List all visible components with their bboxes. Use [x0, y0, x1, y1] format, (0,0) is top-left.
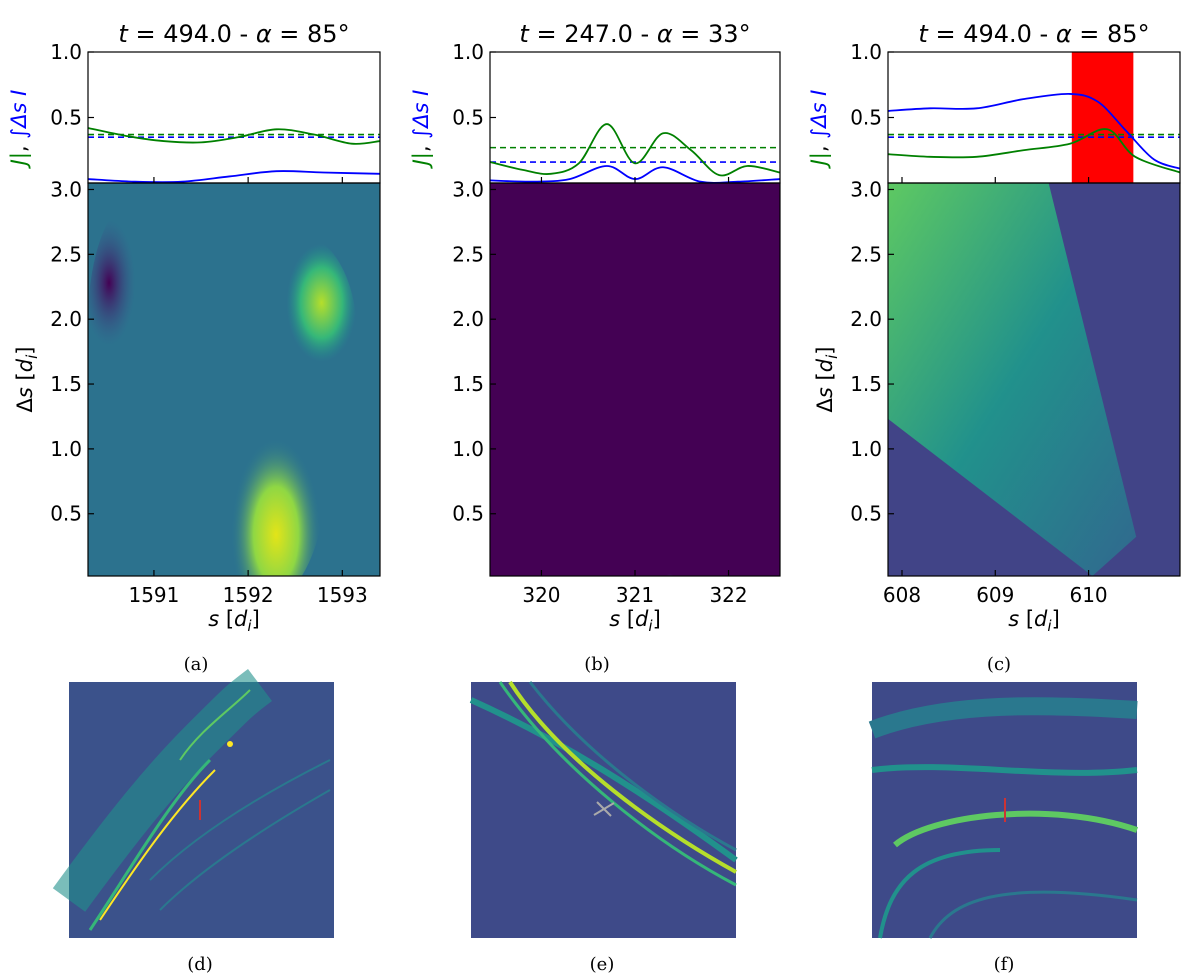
ytick-label: 3.0 — [50, 177, 82, 201]
caption-d: (d) — [187, 954, 213, 975]
ytick-label: 2.0 — [50, 307, 82, 331]
green-curve — [489, 123, 781, 177]
xtick-label: 608 — [883, 583, 921, 607]
heatmap-frame — [887, 182, 1181, 577]
heatmap-a — [88, 183, 380, 576]
panel-b: 0.5 1.0 0.5 1.0 1.5 2.0 2.5 3.0 320 321 322 t = 247… — [409, 20, 781, 635]
x-axis-label: s [di] — [208, 607, 260, 635]
caption-b: (b) — [584, 654, 610, 675]
ytick-label: 1.0 — [850, 437, 882, 461]
top-ytick-label: 0.5 — [50, 106, 82, 130]
ytick-label: 0.5 — [850, 502, 882, 526]
xtick-label: 1593 — [317, 583, 368, 607]
top-ytick-label: 0.5 — [850, 106, 882, 130]
ytick-label: 2.5 — [850, 242, 882, 266]
top-y-axis-label: J|, ∫Δs I — [807, 90, 832, 170]
ytick-label: 3.0 — [452, 177, 484, 201]
panel-title: t = 494.0 - α = 85° — [118, 20, 349, 48]
caption-e: (e) — [590, 954, 615, 975]
ytick-label: 1.5 — [50, 372, 82, 396]
y-axis-label: Δs [di] — [13, 347, 41, 413]
top-y-axis-label: J|, ∫Δs I — [7, 90, 32, 170]
green-curve — [887, 128, 1181, 174]
ytick-label: 2.0 — [850, 307, 882, 331]
xtick-label: 609 — [976, 583, 1014, 607]
caption-a: (a) — [184, 654, 209, 675]
top-ytick-label: 0.5 — [452, 106, 484, 130]
top-ytick-label: 1.0 — [452, 40, 484, 64]
ytick-label: 2.0 — [452, 307, 484, 331]
ytick-label: 1.0 — [452, 437, 484, 461]
ytick-label: 1.0 — [50, 437, 82, 461]
x-axis-label: s [di] — [609, 607, 661, 635]
panel-title: t = 494.0 - α = 85° — [918, 20, 1149, 48]
panel-c: 0.5 1.0 0.5 1.0 1.5 2.0 2.5 3.0 608 609 610 t = 494… — [807, 20, 1181, 635]
ytick-label: 2.5 — [50, 242, 82, 266]
xtick-label: 610 — [1069, 583, 1107, 607]
ytick-label: 1.5 — [850, 372, 882, 396]
blue-curve — [887, 93, 1181, 170]
ytick-label: 1.5 — [452, 372, 484, 396]
image-panel-f — [868, 682, 1138, 939]
x-axis-label: s [di] — [1008, 607, 1060, 635]
ytick-label: 3.0 — [850, 177, 882, 201]
xtick-label: 320 — [522, 583, 560, 607]
y-axis-label: Δs [di] — [813, 347, 841, 413]
caption-c: (c) — [987, 654, 1011, 675]
image-panel-d — [52, 669, 334, 938]
heatmap-b — [490, 183, 780, 576]
marker-e — [593, 801, 615, 817]
xtick-label: 1592 — [223, 583, 274, 607]
image-panel-e — [469, 680, 738, 938]
xtick-label: 321 — [616, 583, 654, 607]
blue-curve — [87, 170, 381, 184]
panel-title: t = 247.0 - α = 33° — [519, 20, 750, 48]
panel-a: 0.5 1.0 0.5 1.0 1.5 2.0 2.5 3.0 1591 1592 1593 t = … — [7, 20, 381, 635]
heatmap-c — [888, 183, 1180, 576]
green-curve — [87, 127, 381, 145]
top-ytick-label: 1.0 — [50, 40, 82, 64]
highlight-band — [1071, 52, 1134, 183]
top-y-axis-label: J|, ∫Δs I — [409, 90, 434, 170]
xtick-label: 322 — [709, 583, 747, 607]
ytick-label: 0.5 — [50, 502, 82, 526]
ytick-label: 0.5 — [452, 502, 484, 526]
top-ytick-label: 1.0 — [850, 40, 882, 64]
heatmap-frame — [87, 182, 381, 577]
xtick-label: 1591 — [128, 583, 179, 607]
caption-f: (f) — [994, 954, 1015, 975]
ytick-label: 2.5 — [452, 242, 484, 266]
